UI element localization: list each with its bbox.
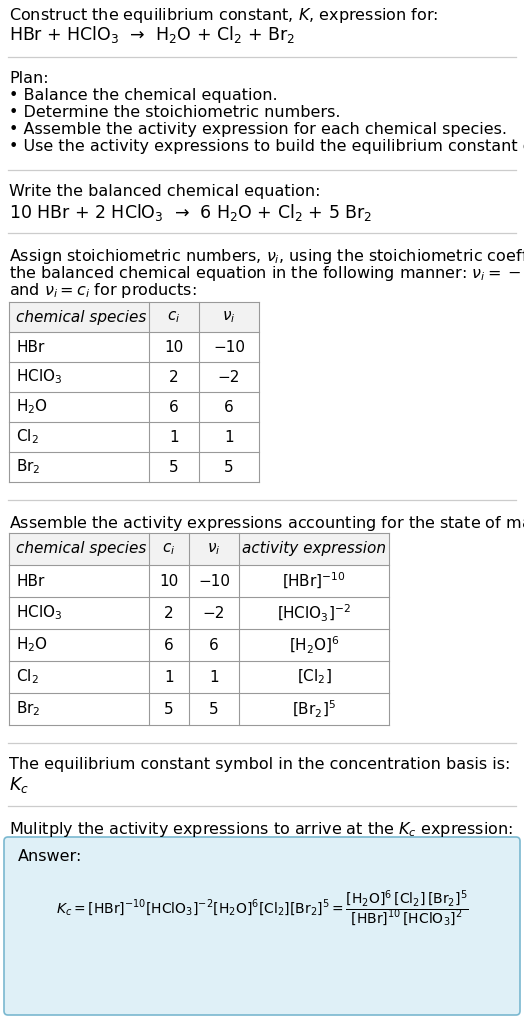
Text: −2: −2 [203,605,225,621]
Bar [9,533,389,565]
Text: 5: 5 [164,701,174,716]
Text: HBr: HBr [16,339,45,355]
Text: HClO$_3$: HClO$_3$ [16,368,62,386]
Text: $K_c = [\mathrm{HBr}]^{-10}[\mathrm{HClO_3}]^{-2}[\mathrm{H_2O}]^{6}[\mathrm{Cl_: $K_c = [\mathrm{HBr}]^{-10}[\mathrm{HClO… [56,889,468,929]
Text: −10: −10 [213,339,245,355]
Text: [HBr]$^{-10}$: [HBr]$^{-10}$ [282,571,346,591]
Text: chemical species: chemical species [16,310,146,324]
Text: the balanced chemical equation in the following manner: $\nu_i = -c_i$ for react: the balanced chemical equation in the fo… [9,264,524,283]
Text: H$_2$O: H$_2$O [16,636,48,654]
Text: Assign stoichiometric numbers, $\nu_i$, using the stoichiometric coefficients, $: Assign stoichiometric numbers, $\nu_i$, … [9,247,524,266]
Text: Construct the equilibrium constant, $K$, expression for:: Construct the equilibrium constant, $K$,… [9,6,438,25]
Text: [Cl$_2$]: [Cl$_2$] [297,667,332,686]
Text: 5: 5 [224,460,234,475]
Text: HBr: HBr [16,574,45,589]
Text: $\nu_i$: $\nu_i$ [222,309,236,325]
Text: • Balance the chemical equation.: • Balance the chemical equation. [9,88,278,103]
Text: 10 HBr + 2 HClO$_3$  →  6 H$_2$O + Cl$_2$ + 5 Br$_2$: 10 HBr + 2 HClO$_3$ → 6 H$_2$O + Cl$_2$ … [9,202,373,223]
Text: H$_2$O: H$_2$O [16,397,48,417]
Text: • Determine the stoichiometric numbers.: • Determine the stoichiometric numbers. [9,105,341,120]
Text: 10: 10 [159,574,179,589]
Text: The equilibrium constant symbol in the concentration basis is:: The equilibrium constant symbol in the c… [9,757,510,772]
Text: 1: 1 [209,669,219,685]
Text: 10: 10 [165,339,183,355]
Text: 6: 6 [169,399,179,415]
Text: 6: 6 [224,399,234,415]
Text: chemical species: chemical species [16,541,146,556]
Text: [HClO$_3$]$^{-2}$: [HClO$_3$]$^{-2}$ [277,602,351,624]
Text: −10: −10 [198,574,230,589]
Text: 5: 5 [169,460,179,475]
Text: Br$_2$: Br$_2$ [16,458,40,476]
Text: and $\nu_i = c_i$ for products:: and $\nu_i = c_i$ for products: [9,281,196,300]
Text: HBr + HClO$_3$  →  H$_2$O + Cl$_2$ + Br$_2$: HBr + HClO$_3$ → H$_2$O + Cl$_2$ + Br$_2… [9,24,295,45]
Bar [9,302,259,482]
Bar [9,533,389,725]
Text: $K_c$: $K_c$ [9,775,29,795]
Text: • Use the activity expressions to build the equilibrium constant expression.: • Use the activity expressions to build … [9,139,524,154]
Text: 2: 2 [164,605,174,621]
Text: Assemble the activity expressions accounting for the state of matter and $\nu_i$: Assemble the activity expressions accoun… [9,514,524,533]
Text: −2: −2 [218,370,240,384]
Text: 1: 1 [164,669,174,685]
Text: 5: 5 [209,701,219,716]
Text: $c_i$: $c_i$ [162,541,176,556]
Text: 1: 1 [169,429,179,444]
Text: 6: 6 [209,638,219,652]
Text: Write the balanced chemical equation:: Write the balanced chemical equation: [9,184,321,199]
Text: 6: 6 [164,638,174,652]
Text: 2: 2 [169,370,179,384]
Text: Plan:: Plan: [9,71,49,86]
Text: [Br$_2$]$^5$: [Br$_2$]$^5$ [292,698,336,719]
Text: Br$_2$: Br$_2$ [16,700,40,718]
Text: Answer:: Answer: [18,849,82,864]
Text: activity expression: activity expression [242,541,386,556]
Text: • Assemble the activity expression for each chemical species.: • Assemble the activity expression for e… [9,122,507,137]
Text: $\nu_i$: $\nu_i$ [208,541,221,556]
FancyBboxPatch shape [4,837,520,1015]
Bar [9,302,259,332]
Text: $c_i$: $c_i$ [167,309,181,325]
Text: Cl$_2$: Cl$_2$ [16,428,39,446]
Text: 1: 1 [224,429,234,444]
Text: Cl$_2$: Cl$_2$ [16,667,39,687]
Text: [H$_2$O]$^6$: [H$_2$O]$^6$ [289,635,339,655]
Text: HClO$_3$: HClO$_3$ [16,603,62,623]
Text: Mulitply the activity expressions to arrive at the $K_c$ expression:: Mulitply the activity expressions to arr… [9,820,513,839]
